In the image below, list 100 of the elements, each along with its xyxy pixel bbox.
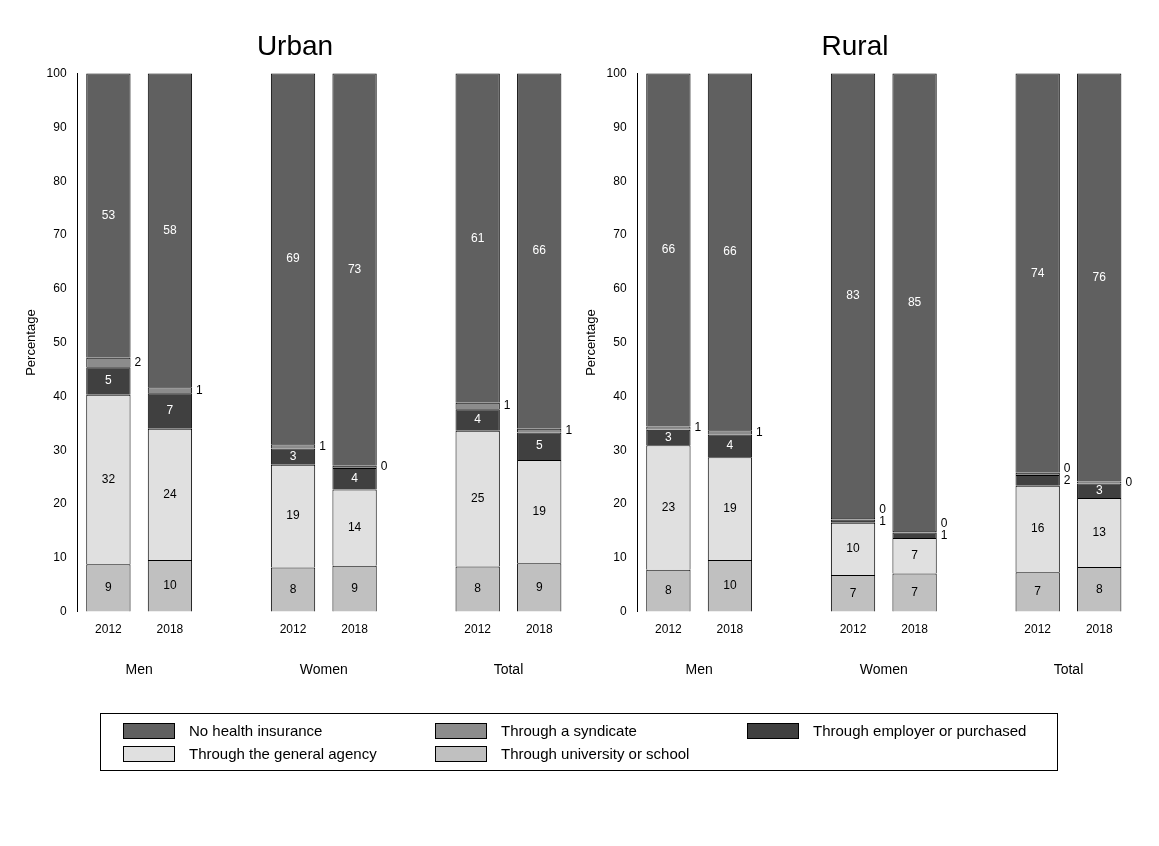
x-tick-label: 2018 (525, 622, 553, 637)
x-tick-label: 2018 (1085, 622, 1113, 637)
data-label: 8 (665, 582, 673, 597)
data-label: 5 (105, 373, 113, 388)
data-label: 66 (532, 243, 547, 258)
data-label: 8 (289, 581, 297, 596)
y-tick-label: 20 (53, 496, 67, 511)
data-label: 66 (723, 244, 737, 259)
data-label: 4 (474, 412, 482, 427)
data-label: 10 (846, 541, 861, 556)
data-label: 4 (726, 438, 734, 453)
y-tick-label: 90 (613, 119, 627, 134)
data-label: 69 (286, 251, 301, 266)
y-tick-label: 50 (53, 334, 67, 349)
text: Women (299, 660, 348, 677)
y-tick-label: 10 (613, 550, 627, 565)
x-tick-label: 2012 (464, 622, 492, 637)
data-label: 1 (694, 420, 702, 435)
y-tick-label: 30 (53, 442, 67, 457)
data-label: 9 (535, 579, 543, 594)
data-label: 0 (380, 459, 388, 474)
y-tick-label: 30 (613, 442, 627, 457)
data-label: 1 (879, 513, 887, 528)
y-tick-label: 70 (53, 227, 67, 242)
data-label: 10 (163, 578, 177, 593)
text: Men (125, 660, 153, 677)
data-label: 7 (1034, 584, 1042, 599)
x-tick-label: 2012 (95, 622, 123, 637)
data-label: 53 (101, 207, 116, 222)
data-label: 74 (1031, 265, 1045, 280)
data-label: 58 (163, 222, 177, 237)
data-label: 0 (940, 515, 948, 530)
data-label: 7 (166, 403, 174, 418)
x-tick-label: 2018 (341, 622, 369, 637)
y-tick-label: 0 (619, 603, 627, 618)
data-label: 1 (503, 398, 511, 413)
x-tick-label: 2012 (839, 622, 867, 637)
data-label: 1 (319, 438, 327, 453)
y-tick-label: 40 (53, 388, 67, 403)
data-label: 8 (1095, 581, 1103, 596)
data-label: 7 (911, 547, 919, 562)
data-label: 7 (849, 585, 857, 600)
data-label: 3 (289, 448, 297, 463)
data-label: 73 (347, 262, 362, 277)
y-tick-label: 80 (53, 173, 67, 188)
data-label: 4 (351, 471, 359, 486)
y-tick-label: 20 (613, 496, 627, 511)
data-label: 14 (347, 519, 362, 534)
data-label: 3 (1095, 483, 1103, 498)
y-tick-label: 40 (613, 388, 627, 403)
y-axis-title: Percentage (583, 309, 599, 376)
data-label: 83 (846, 288, 861, 303)
data-label: 32 (101, 471, 116, 486)
data-label: 8 (474, 581, 482, 596)
y-axis-title: Percentage (23, 309, 39, 376)
y-tick-label: 60 (613, 281, 627, 296)
y-tick-label: 100 (606, 65, 627, 80)
data-label: 76 (1092, 269, 1107, 284)
legend-label: Through university or school (501, 745, 690, 762)
y-tick-label: 80 (613, 173, 627, 188)
legend-label: No health insurance (189, 722, 323, 739)
data-label: 0 (1125, 474, 1133, 489)
y-tick-label: 100 (46, 65, 67, 80)
data-label: 16 (1031, 521, 1045, 536)
data-label: 13 (1092, 524, 1107, 539)
y-tick-label: 90 (53, 119, 67, 134)
data-label: 19 (532, 503, 547, 518)
y-tick-label: 60 (53, 281, 67, 296)
data-label: 1 (756, 424, 764, 439)
text: Women (859, 660, 908, 677)
text: Total (1053, 660, 1084, 677)
data-label: 7 (911, 584, 919, 599)
legend-label: Through the general agency (189, 745, 377, 762)
data-label: 2 (134, 354, 142, 369)
data-label: 1 (940, 527, 948, 542)
chart-title: Rural (821, 29, 889, 61)
legend-label: Through a syndicate (501, 722, 637, 739)
text: Total (493, 660, 524, 677)
x-tick-label: 2012 (279, 622, 307, 637)
data-label: 23 (661, 499, 676, 514)
data-label: 25 (471, 490, 485, 505)
data-label: 61 (471, 230, 485, 245)
x-tick-label: 2018 (716, 622, 744, 637)
legend-label: Through employer or purchased (813, 722, 1027, 739)
data-label: 9 (351, 581, 359, 596)
y-tick-label: 10 (53, 550, 67, 565)
data-label: 5 (535, 438, 543, 453)
x-tick-label: 2012 (1024, 622, 1052, 637)
data-label: 0 (879, 501, 887, 516)
data-label: 10 (723, 578, 737, 593)
y-tick-label: 50 (613, 334, 627, 349)
data-label: 1 (565, 422, 573, 437)
data-label: 24 (163, 486, 177, 501)
data-label: 2 (1063, 472, 1071, 487)
chart-title: Urban (256, 29, 334, 61)
data-label: 66 (661, 242, 676, 257)
x-tick-label: 2012 (655, 622, 683, 637)
data-label: 19 (723, 500, 737, 515)
data-label: 9 (105, 580, 113, 595)
x-tick-label: 2018 (156, 622, 184, 637)
